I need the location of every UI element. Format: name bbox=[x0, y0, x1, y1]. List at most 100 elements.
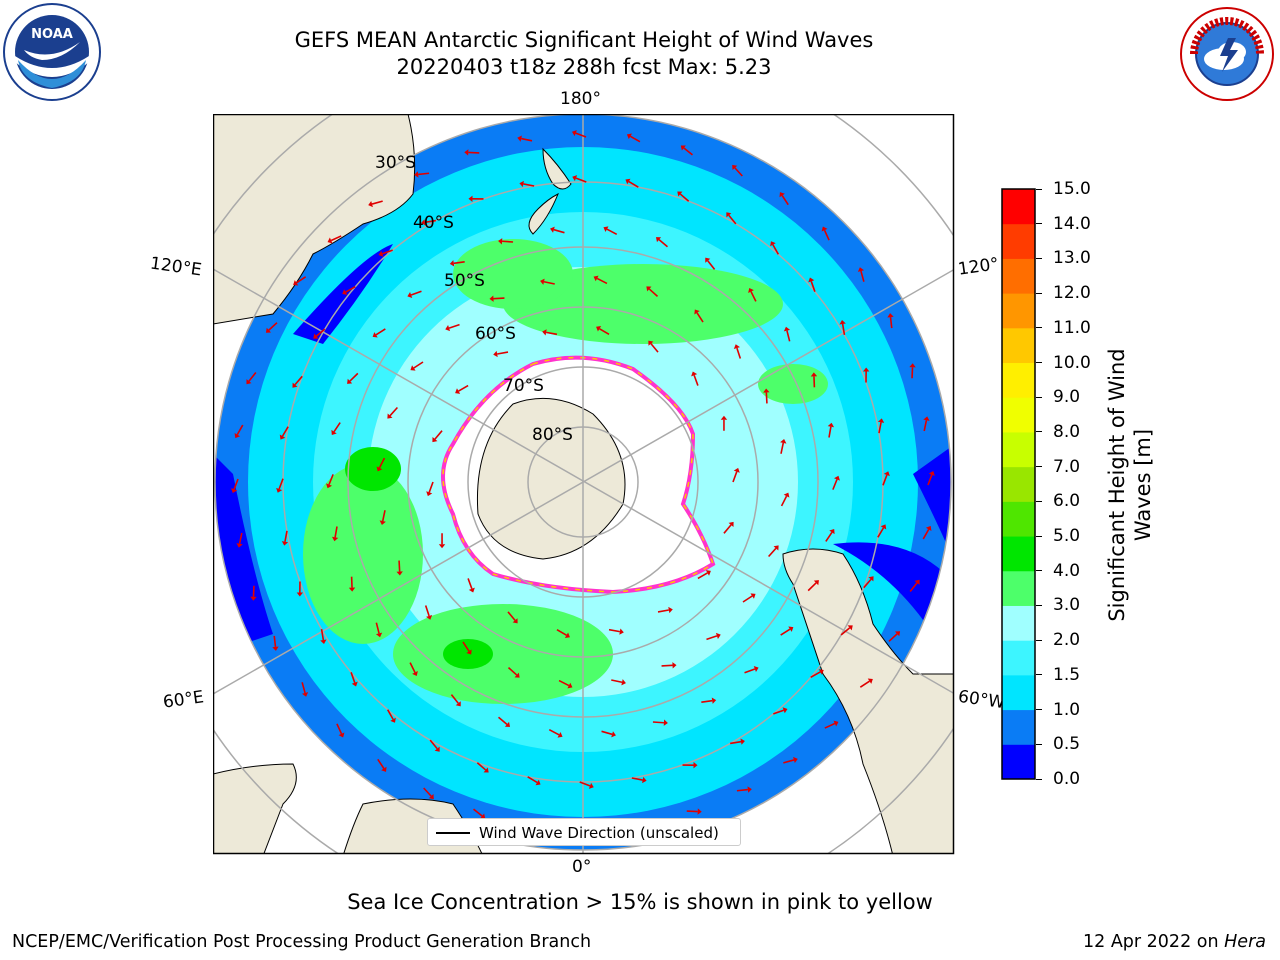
wave-direction-arrowhead bbox=[691, 371, 698, 377]
wave-direction-arrowhead bbox=[780, 439, 787, 444]
wave-direction-arrow bbox=[728, 214, 737, 225]
wave-direction-arrowhead bbox=[293, 280, 299, 286]
colorbar-tick-mark bbox=[1036, 431, 1042, 433]
wave-direction-arrowhead bbox=[748, 287, 754, 293]
wave-direction-arrowhead bbox=[489, 295, 494, 302]
colorbar-segment bbox=[1002, 362, 1035, 398]
colorbar-tick-label: 6.0 bbox=[1053, 491, 1081, 512]
wave-direction-arrowhead bbox=[464, 149, 469, 156]
wave-direction-arrow bbox=[409, 662, 416, 673]
wave-direction-arrow bbox=[780, 495, 788, 507]
antarctica bbox=[441, 355, 716, 595]
wave-direction-arrowhead bbox=[728, 521, 734, 527]
wave-direction-arrowhead bbox=[763, 388, 770, 393]
wave-direction-arrow bbox=[823, 229, 830, 241]
sea-ice-note: Sea Ice Concentration > 15% is shown in … bbox=[347, 890, 933, 914]
wave-direction-arrowhead bbox=[818, 669, 824, 675]
wave-direction-arrow bbox=[810, 671, 821, 679]
wave-direction-arrowhead bbox=[381, 766, 387, 772]
nws-logo bbox=[1180, 7, 1274, 101]
wave-direction-arrowhead bbox=[793, 756, 798, 764]
wave-direction-arrowhead bbox=[705, 257, 711, 263]
wave-direction-arrowhead bbox=[348, 587, 356, 592]
colorbar-segment bbox=[1002, 258, 1035, 294]
wave-direction-arrowhead bbox=[567, 682, 573, 689]
wave-direction-arrowhead bbox=[331, 429, 337, 436]
wave-direction-arrowhead bbox=[677, 191, 683, 197]
wave-direction-arrowhead bbox=[514, 672, 520, 678]
wave-direction-arrow bbox=[701, 699, 713, 704]
wave-direction-arrow bbox=[467, 578, 473, 590]
wave-direction-arrow bbox=[268, 322, 278, 331]
colorbar-segment bbox=[1002, 709, 1035, 745]
wave-direction-arrowhead bbox=[773, 545, 779, 551]
wave-direction-arrowhead bbox=[782, 707, 788, 714]
wave-direction-arrow bbox=[650, 343, 659, 353]
wave-direction-arrowhead bbox=[564, 632, 570, 638]
wave-direction-arrow bbox=[772, 244, 780, 255]
colorbar-tick-label: 10.0 bbox=[1053, 352, 1091, 373]
wave-direction-arrow bbox=[418, 172, 430, 176]
colorbar-segment bbox=[1002, 605, 1035, 641]
wave-direction-arrowhead bbox=[480, 813, 486, 819]
colorbar-segment bbox=[1002, 501, 1035, 537]
wave-direction-arrowhead bbox=[720, 415, 728, 420]
wave-direction-arrowhead bbox=[375, 632, 383, 638]
wave-direction-arrowhead bbox=[732, 164, 738, 171]
wave-direction-arrowhead bbox=[438, 544, 446, 549]
wave-direction-arrow bbox=[922, 528, 930, 540]
wave-direction-arrow bbox=[742, 595, 753, 603]
wave-direction-arrowhead bbox=[740, 738, 745, 745]
wave-direction-arrow bbox=[328, 474, 334, 485]
wave-direction-arrow bbox=[377, 758, 385, 769]
footer-host: Hera bbox=[1224, 932, 1266, 952]
wave-direction-arrow bbox=[521, 137, 533, 142]
legend-label: Wind Wave Direction (unscaled) bbox=[479, 824, 719, 842]
footer-branch: NCEP/EMC/Verification Post Processing Pr… bbox=[12, 932, 592, 952]
wave-direction-arrowhead bbox=[535, 779, 541, 786]
lon-label-60e: 60°E bbox=[161, 687, 206, 713]
wave-direction-arrow bbox=[527, 776, 538, 784]
wave-direction-arrow bbox=[448, 323, 460, 329]
colorbar-label: Significant Height of Wind Waves [m] bbox=[1105, 348, 1155, 622]
wave-direction-arrow bbox=[333, 422, 341, 433]
lon-label-120e: 120°E bbox=[148, 253, 203, 281]
wave-direction-arrowhead bbox=[379, 520, 386, 525]
lat-label-40s: 40°S bbox=[413, 213, 454, 233]
wave-direction-arrowhead bbox=[246, 379, 252, 385]
colorbar-segment bbox=[1002, 640, 1035, 676]
colorbar-segment bbox=[1002, 189, 1035, 225]
wave-direction-arrowhead bbox=[428, 793, 434, 800]
wave-direction-arrow bbox=[320, 629, 325, 641]
wave-direction-arrow bbox=[882, 474, 888, 486]
colorbar-tick-label: 15.0 bbox=[1053, 179, 1091, 199]
wave-direction-arrow bbox=[840, 627, 851, 636]
wave-direction-arrow bbox=[732, 471, 738, 483]
wave-direction-arrowhead bbox=[301, 692, 309, 697]
wave-direction-arrowhead bbox=[281, 541, 289, 546]
wave-direction-arrow bbox=[413, 361, 424, 369]
colorbar-segment bbox=[1002, 466, 1035, 502]
wave-direction-arrow bbox=[315, 328, 326, 337]
wave-direction-arrow bbox=[507, 667, 518, 676]
wave-direction-arrowhead bbox=[265, 327, 272, 333]
colorbar-tick-mark bbox=[1036, 396, 1042, 398]
wave-direction-arrow bbox=[523, 183, 535, 187]
wave-direction-arrow bbox=[428, 481, 434, 493]
wave-direction-arrowhead bbox=[276, 487, 283, 493]
wave-direction-arrow bbox=[273, 635, 277, 647]
wave-direction-arrow bbox=[652, 721, 664, 724]
wave-direction-arrow bbox=[375, 328, 386, 336]
colorbar-tick-label: 11.0 bbox=[1053, 317, 1091, 338]
wave-direction-arrow bbox=[236, 424, 244, 436]
wave-direction-arrowhead bbox=[923, 416, 930, 421]
footer-date: 12 Apr 2022 on Hera bbox=[1083, 932, 1266, 952]
wave-direction-arrow bbox=[608, 628, 621, 633]
wave-direction-arrow bbox=[434, 430, 443, 440]
wave-direction-arrowhead bbox=[372, 332, 378, 338]
wave-direction-arrowhead bbox=[883, 471, 890, 477]
wave-direction-arrow bbox=[424, 219, 436, 224]
wave-direction-arrow bbox=[781, 195, 789, 206]
wave-direction-arrow bbox=[841, 323, 846, 335]
wave-direction-arrowhead bbox=[421, 219, 426, 226]
